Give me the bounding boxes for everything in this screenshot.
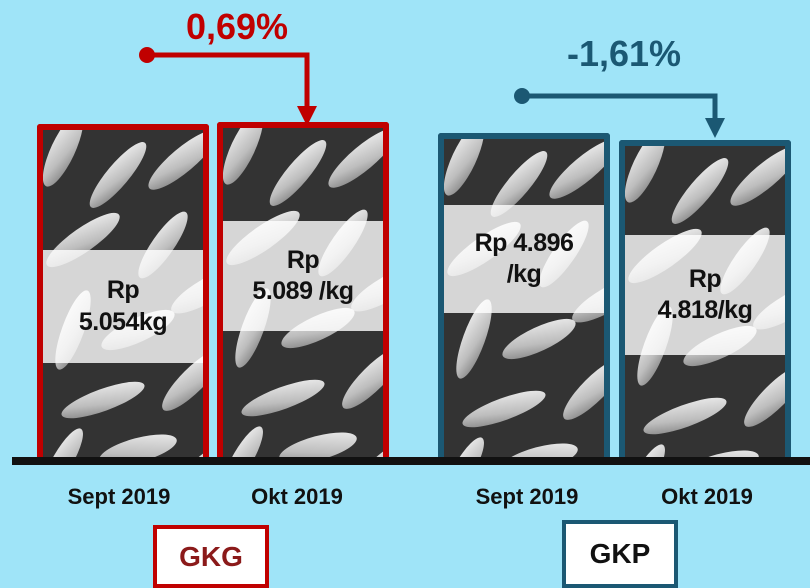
bar-value-label: Rp 4.818/kg [625,235,785,355]
gkp-change-arrow [514,88,725,138]
group-label-gkg: GKG [153,525,269,588]
bar-value-label: Rp 5.089 /kg [223,221,383,331]
x-tick-label: Sept 2019 [67,484,171,509]
bar-gkp-okt: Rp 4.818/kg [619,140,791,458]
bar-gkp-sept: Rp 4.896 /kg [438,133,610,458]
x-axis-baseline [12,457,810,465]
x-tick-label: Okt 2019 [661,484,753,509]
bar-value-label: Rp 5.054kg [43,250,203,363]
bar-gkg-sept: Rp 5.054kg [37,124,209,458]
gkg-change-label: 0,69% [185,6,289,47]
x-tick-label: Okt 2019 [251,484,343,509]
gkg-change-arrow [139,47,317,126]
bar-gkg-okt: Rp 5.089 /kg [217,122,389,458]
gkp-change-label: -1,61% [566,33,682,74]
bar-value-label: Rp 4.896 /kg [444,205,604,313]
x-tick-label: Sept 2019 [475,484,579,509]
group-label-gkp: GKP [562,520,678,588]
